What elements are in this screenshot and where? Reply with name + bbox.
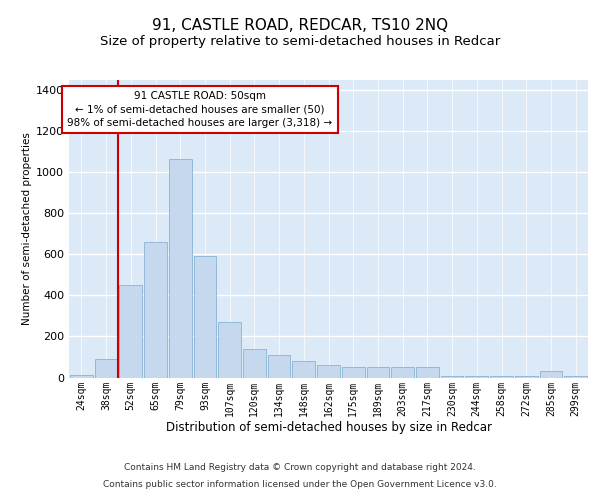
Bar xyxy=(218,322,241,378)
Bar xyxy=(391,367,414,378)
Y-axis label: Number of semi-detached properties: Number of semi-detached properties xyxy=(22,132,32,325)
Bar xyxy=(466,376,488,378)
Bar xyxy=(95,359,118,378)
Text: 91 CASTLE ROAD: 50sqm
← 1% of semi-detached houses are smaller (50)
98% of semi-: 91 CASTLE ROAD: 50sqm ← 1% of semi-detac… xyxy=(67,92,332,128)
Bar xyxy=(564,376,587,378)
Bar xyxy=(144,242,167,378)
Bar xyxy=(119,285,142,378)
Bar xyxy=(367,367,389,378)
Bar xyxy=(490,376,513,378)
Bar xyxy=(169,159,191,378)
Bar xyxy=(317,365,340,378)
Bar xyxy=(194,256,216,378)
Text: 91, CASTLE ROAD, REDCAR, TS10 2NQ: 91, CASTLE ROAD, REDCAR, TS10 2NQ xyxy=(152,18,448,32)
Bar xyxy=(292,361,315,378)
Bar xyxy=(515,376,538,378)
Text: Size of property relative to semi-detached houses in Redcar: Size of property relative to semi-detach… xyxy=(100,35,500,48)
Bar xyxy=(70,376,93,378)
Bar xyxy=(243,349,266,378)
Bar xyxy=(416,367,439,378)
Bar xyxy=(441,376,463,378)
X-axis label: Distribution of semi-detached houses by size in Redcar: Distribution of semi-detached houses by … xyxy=(166,421,491,434)
Bar xyxy=(342,367,365,378)
Text: Contains HM Land Registry data © Crown copyright and database right 2024.: Contains HM Land Registry data © Crown c… xyxy=(124,464,476,472)
Bar xyxy=(539,372,562,378)
Bar xyxy=(268,355,290,378)
Text: Contains public sector information licensed under the Open Government Licence v3: Contains public sector information licen… xyxy=(103,480,497,489)
